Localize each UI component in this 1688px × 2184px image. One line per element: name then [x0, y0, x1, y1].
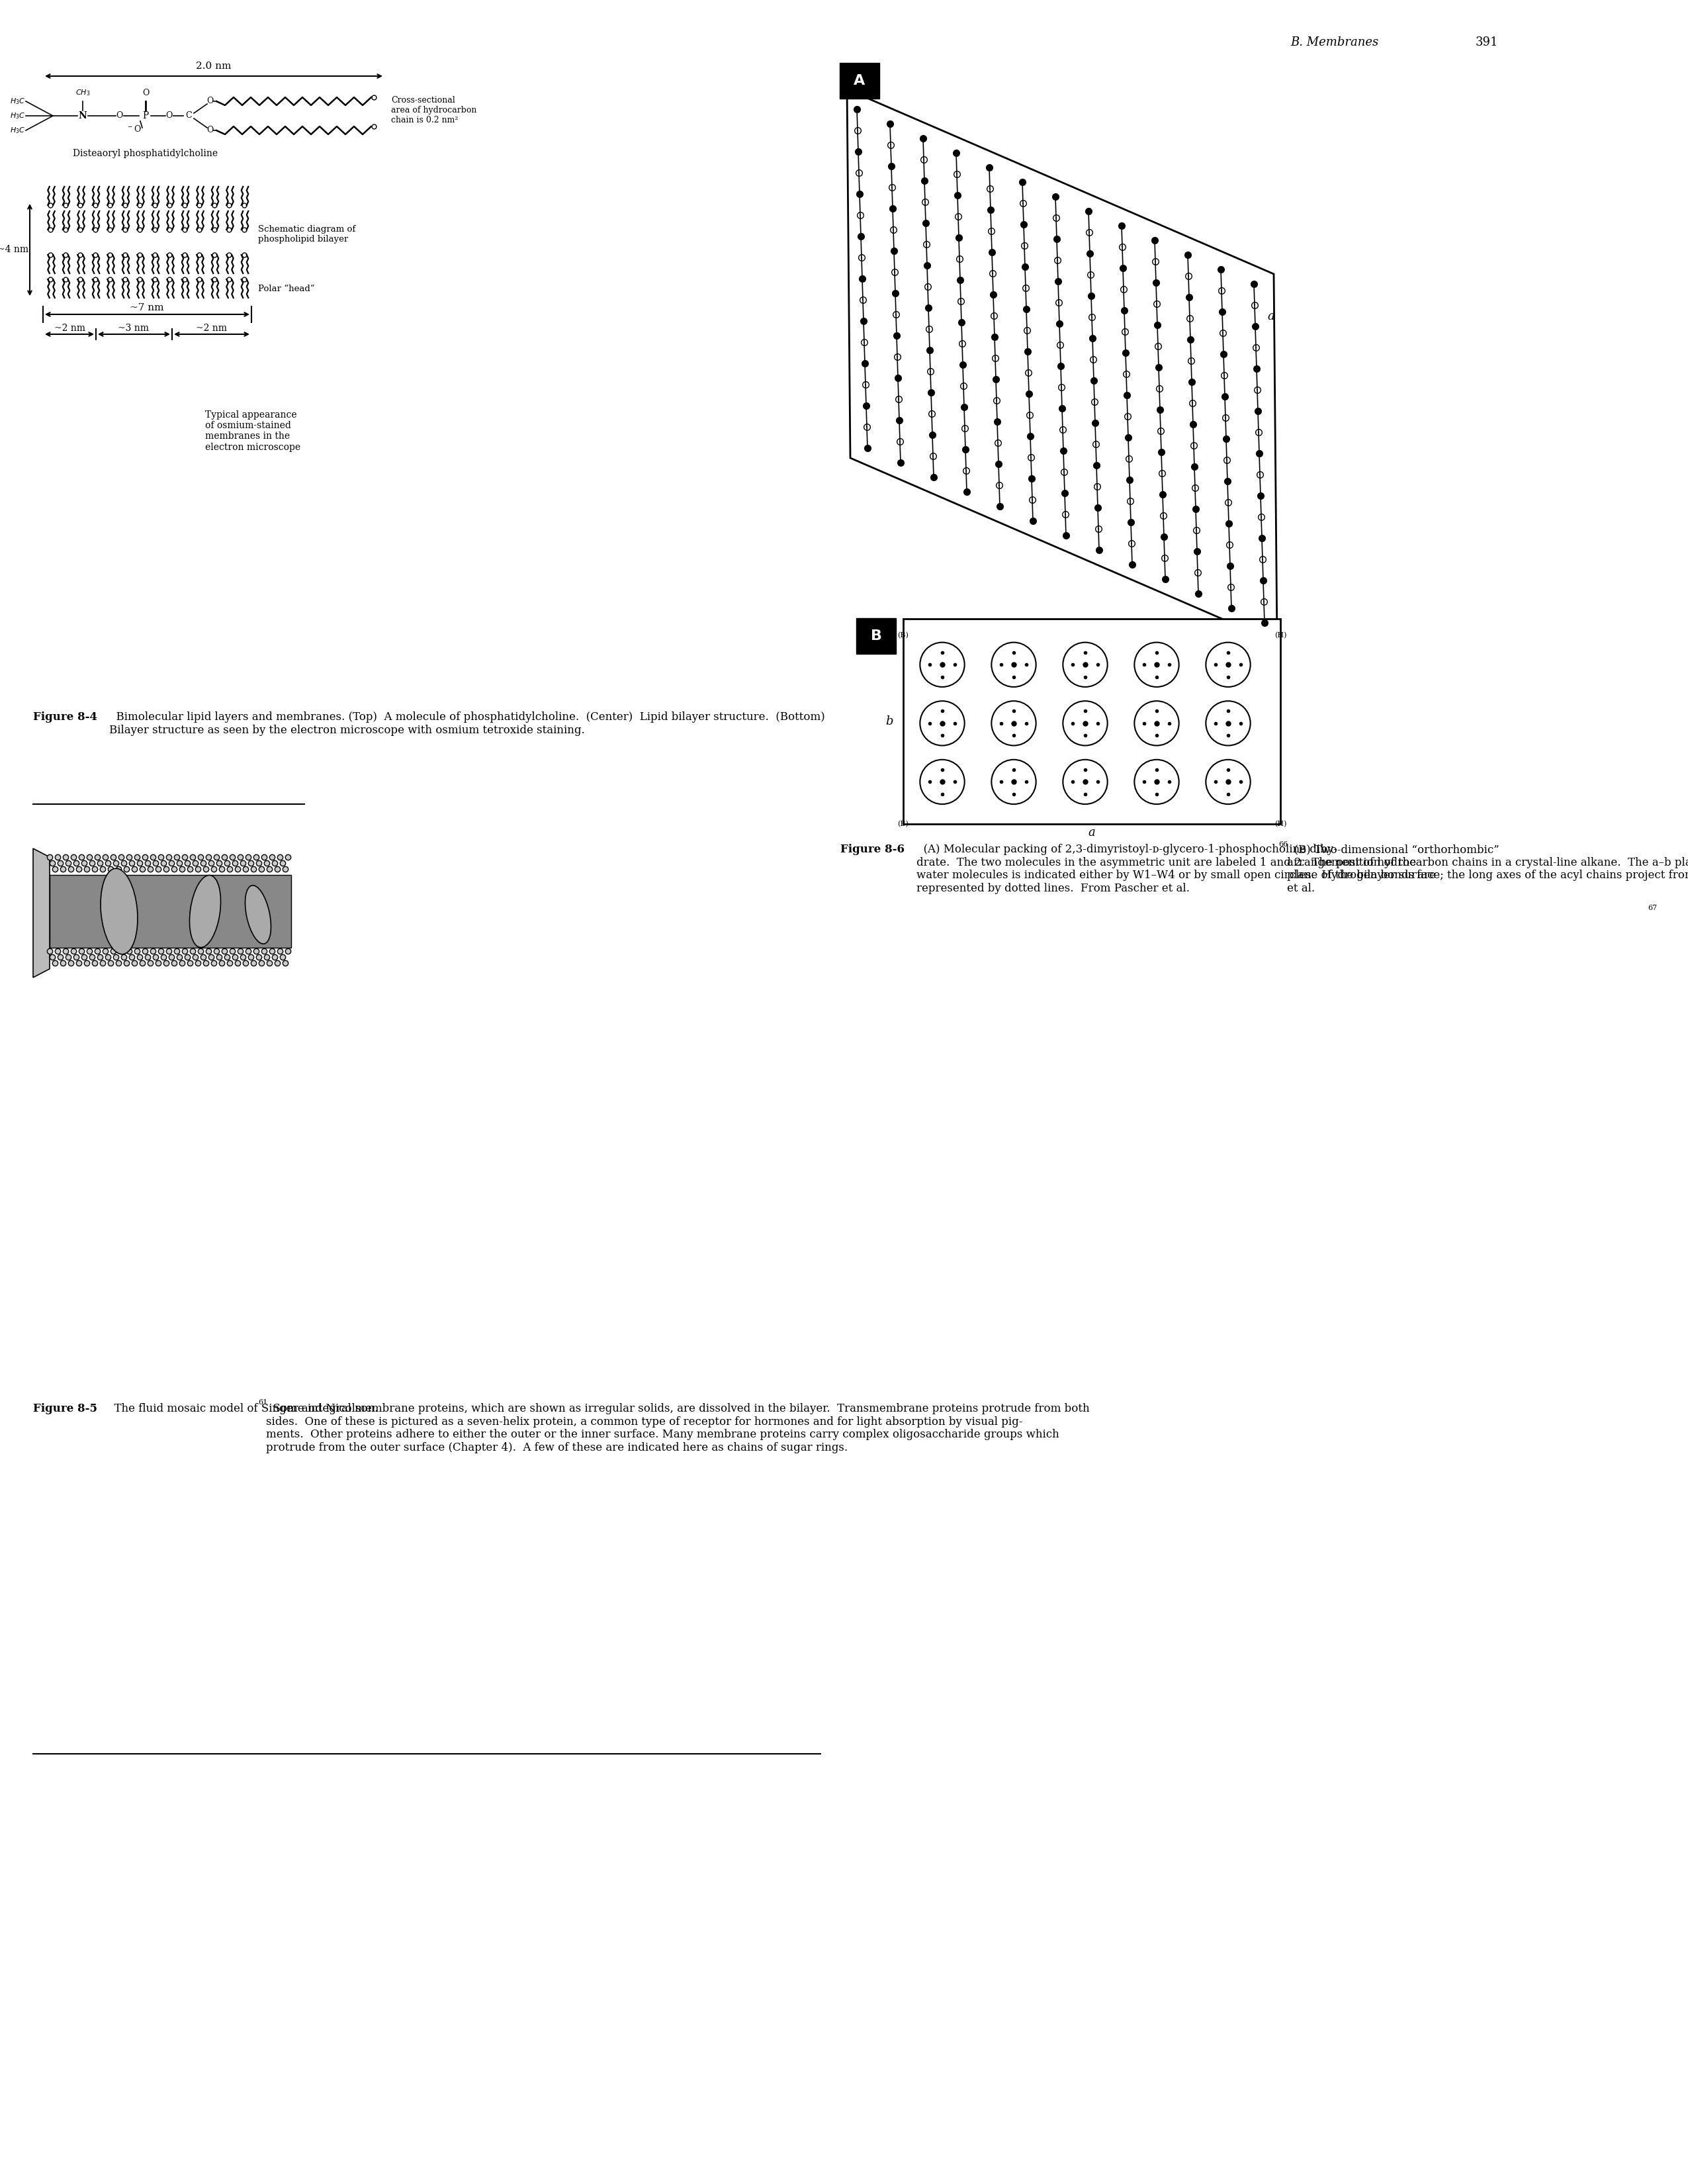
- Text: O: O: [165, 111, 172, 120]
- Text: 391: 391: [1475, 37, 1499, 48]
- Bar: [49, 876, 290, 948]
- Text: Figure 8-5: Figure 8-5: [34, 1402, 98, 1415]
- Ellipse shape: [245, 885, 272, 943]
- Text: Disteaoryl phosphatidylcholine: Disteaoryl phosphatidylcholine: [73, 149, 218, 157]
- Text: O: O: [206, 127, 213, 135]
- Text: O: O: [142, 90, 149, 98]
- Text: O: O: [116, 111, 123, 120]
- Text: B. Membranes: B. Membranes: [1290, 37, 1379, 48]
- Text: C: C: [186, 111, 192, 120]
- Text: Figure 8-6: Figure 8-6: [841, 843, 905, 856]
- Text: Some integral membrane proteins, which are shown as irregular solids, are dissol: Some integral membrane proteins, which a…: [267, 1402, 1089, 1452]
- Text: B: B: [871, 629, 881, 642]
- Text: $CH_3$: $CH_3$: [76, 87, 89, 98]
- Text: (B): (B): [898, 821, 908, 828]
- Text: (A) Molecular packing of 2,3-dimyristoyl-ᴅ-glycero-1-phosphocholine dihy-
drate.: (A) Molecular packing of 2,3-dimyristoyl…: [917, 843, 1436, 893]
- Text: $H_3C$: $H_3C$: [10, 96, 25, 105]
- Text: Schematic diagram of
phospholipid bilayer: Schematic diagram of phospholipid bilaye…: [258, 225, 356, 245]
- Text: Polar “head”: Polar “head”: [258, 284, 314, 293]
- Text: Bimolecular lipid layers and membranes. (Top)  A molecule of phosphatidylcholine: Bimolecular lipid layers and membranes. …: [110, 712, 825, 736]
- Text: $^-$O: $^-$O: [127, 124, 142, 133]
- Text: a: a: [1089, 826, 1096, 839]
- FancyBboxPatch shape: [839, 63, 879, 98]
- Text: a: a: [1268, 310, 1274, 323]
- Text: 67: 67: [1647, 904, 1658, 911]
- Bar: [903, 618, 1281, 823]
- Text: ~4 nm: ~4 nm: [0, 245, 29, 253]
- Text: (H): (H): [1274, 821, 1286, 828]
- FancyBboxPatch shape: [856, 618, 896, 653]
- Text: Typical appearance
of osmium-stained
membranes in the
electron microscope: Typical appearance of osmium-stained mem…: [206, 411, 300, 452]
- Ellipse shape: [189, 876, 221, 948]
- Text: Figure 8-4: Figure 8-4: [34, 712, 98, 723]
- Text: The fluid mosaic model of Singer and Nicolson.: The fluid mosaic model of Singer and Nic…: [108, 1402, 378, 1415]
- Text: $H_3C$: $H_3C$: [10, 111, 25, 120]
- Text: O: O: [206, 96, 213, 105]
- Text: A: A: [854, 74, 866, 87]
- Ellipse shape: [101, 869, 138, 954]
- Text: ~2 nm: ~2 nm: [196, 323, 228, 332]
- Text: ~7 nm: ~7 nm: [130, 304, 164, 312]
- Text: Cross-sectional
area of hydrocarbon
chain is 0.2 nm²: Cross-sectional area of hydrocarbon chai…: [392, 96, 476, 124]
- Text: 2.0 nm: 2.0 nm: [196, 61, 231, 70]
- Polygon shape: [34, 847, 49, 978]
- Text: 61: 61: [258, 1400, 267, 1406]
- Text: b: b: [886, 716, 893, 727]
- Text: (H): (H): [1274, 631, 1286, 638]
- Text: $H_3C$: $H_3C$: [10, 127, 25, 135]
- Text: ~2 nm: ~2 nm: [54, 323, 84, 332]
- Text: ~3 nm: ~3 nm: [118, 323, 149, 332]
- Text: (B): (B): [898, 631, 908, 638]
- Text: 66: 66: [1278, 841, 1288, 847]
- Text: N: N: [79, 111, 86, 120]
- Text: P: P: [142, 111, 149, 120]
- Text: (B) Two-dimensional “orthorhombic”
arrangement of hydrocarbon chains in a crysta: (B) Two-dimensional “orthorhombic” arran…: [1286, 843, 1688, 893]
